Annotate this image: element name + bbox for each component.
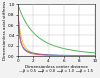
β = 1.0: [21, 44, 22, 45]
β = 0.8: [78, 55, 79, 56]
β = 1.0: [94, 55, 95, 56]
β = 0.5: [78, 55, 79, 56]
β = 1.5: [17, 4, 18, 5]
β = 1.0: [55, 55, 56, 56]
β = 1.5: [94, 52, 95, 53]
β = 1.0: [53, 55, 54, 56]
β = 1.0: [92, 55, 93, 56]
Line: β = 0.5: β = 0.5: [18, 4, 95, 56]
β = 0.5: [94, 55, 95, 56]
β = 0.5: [92, 55, 93, 56]
β = 0.8: [55, 55, 56, 56]
β = 0.8: [92, 55, 93, 56]
β = 1.5: [92, 52, 93, 53]
β = 0.5: [53, 55, 54, 56]
β = 0.5: [92, 55, 93, 56]
Line: β = 1.0: β = 1.0: [18, 4, 95, 56]
β = 1.5: [55, 46, 56, 47]
β = 0.8: [21, 44, 22, 45]
Legend: β = 0.5, β = 0.8, β = 1.0, β = 1.5: β = 0.5, β = 0.8, β = 1.0, β = 1.5: [18, 68, 94, 74]
β = 0.5: [21, 39, 22, 40]
β = 1.5: [21, 14, 22, 15]
Line: β = 0.8: β = 0.8: [18, 4, 95, 56]
β = 1.5: [53, 45, 54, 46]
β = 0.8: [92, 55, 93, 56]
β = 1.0: [78, 55, 79, 56]
β = 0.5: [17, 4, 18, 5]
β = 1.5: [92, 52, 93, 53]
β = 0.5: [55, 55, 56, 56]
β = 1.5: [78, 51, 79, 52]
β = 0.8: [17, 4, 18, 5]
β = 0.8: [94, 55, 95, 56]
Y-axis label: Dimensionless axial stiffness: Dimensionless axial stiffness: [3, 1, 7, 60]
β = 1.0: [92, 55, 93, 56]
Line: β = 1.5: β = 1.5: [18, 4, 95, 53]
β = 1.0: [17, 4, 18, 5]
X-axis label: Dimensionless center distance: Dimensionless center distance: [25, 65, 88, 69]
